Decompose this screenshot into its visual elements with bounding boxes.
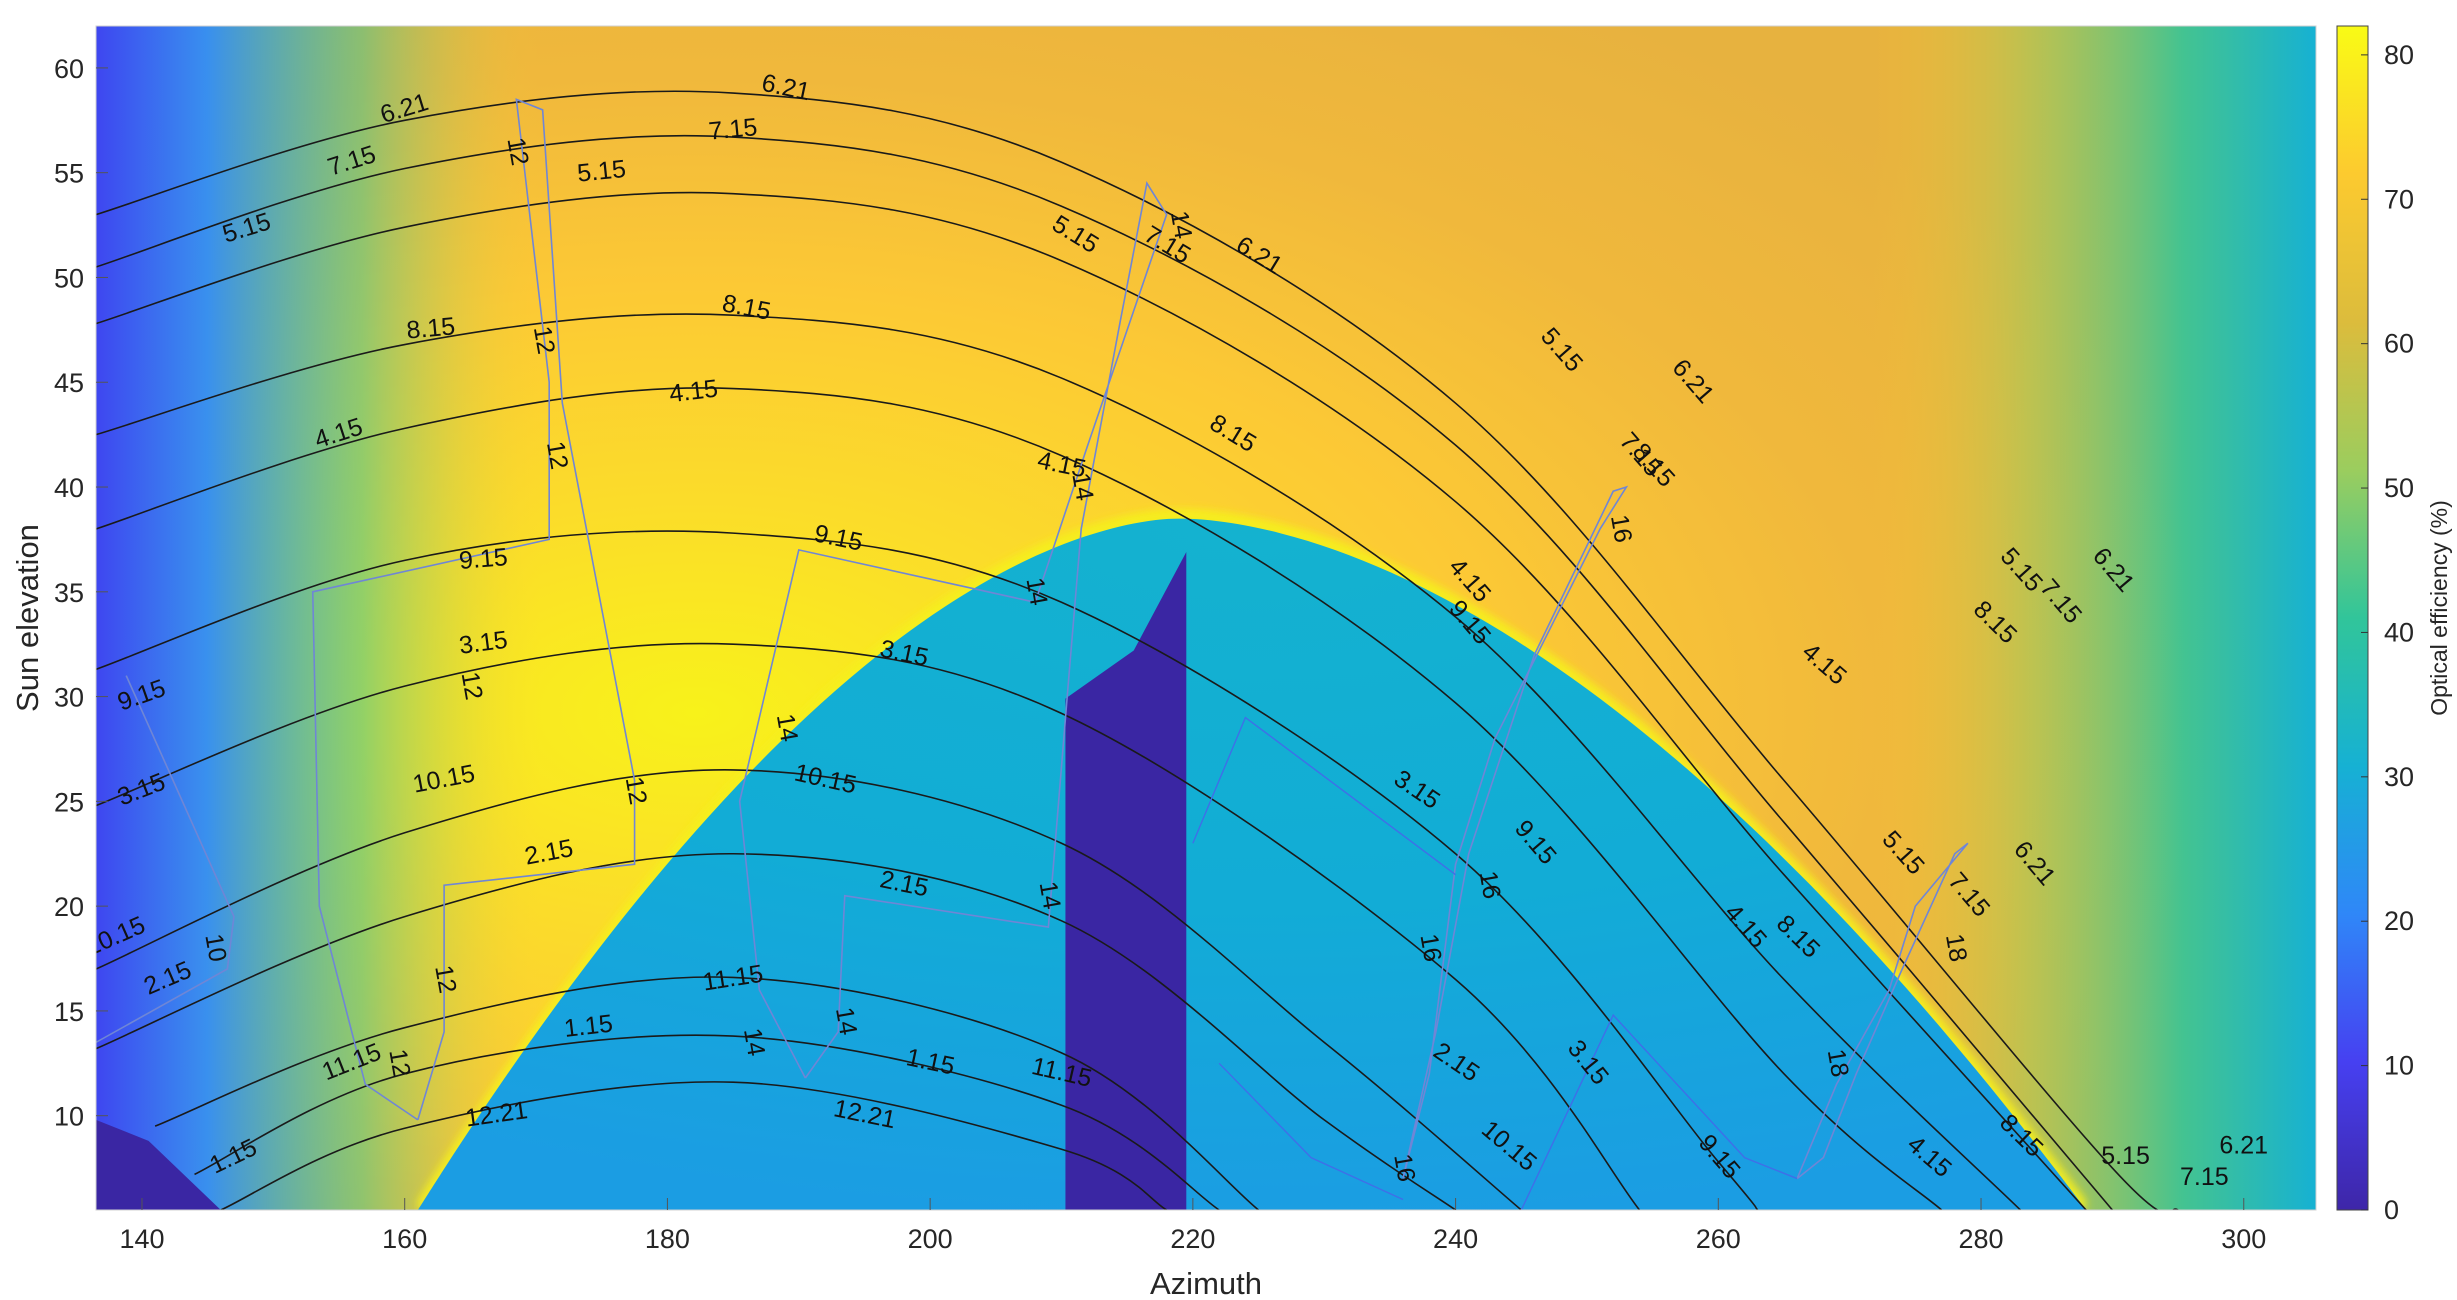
date-curve-7-15 [96,134,2114,1210]
hour-label-14: 14 [738,1026,770,1058]
colorbar-tick-label: 0 [2384,1195,2399,1225]
hour-label-14: 14 [1066,471,1098,503]
colorbar-gradient [2336,25,2369,1211]
y-tick-label: 60 [54,54,84,84]
hour-label-14: 14 [830,1005,862,1037]
plot-frame [95,25,2317,1211]
hour-label-18: 18 [1940,932,1972,964]
date-label-8-15: 8.15 [405,312,456,344]
hour-label-12: 12 [456,670,488,702]
hour-label-18: 18 [1822,1047,1854,1079]
hour-label-14: 14 [1165,209,1197,241]
hour-curve-12 [311,98,636,1121]
date-label-5-15: 5.15 [2101,1142,2150,1170]
date-curve-2-15 [96,852,1457,1210]
date-curve-8-15 [96,313,2021,1210]
date-curve-3-15 [96,642,1641,1210]
x-tick-label: 160 [382,1224,427,1254]
date-curve-10-15 [96,769,1522,1210]
y-tick-label: 20 [54,892,84,922]
colorbar: 0 10 20 30 40 50 60 70 80 Optical efficiency (%) [2336,25,2452,1225]
x-tick-label: 260 [1696,1224,1741,1254]
y-tick-label: 40 [54,473,84,503]
hour-contour-lines [96,98,1969,1180]
hour-curve-18 [1796,842,1969,1180]
x-tick-label: 300 [2221,1224,2266,1254]
y-tick-label: 30 [54,683,84,713]
heatmap-plot-area: 6.216.216.216.216.216.216.217.157.157.15… [96,26,2316,1210]
hour-segment-2 [1520,1013,1798,1210]
y-tick-label: 45 [54,368,84,398]
y-tick-label: 35 [54,578,84,608]
hour-label-16: 16 [1388,1152,1420,1184]
hour-label-14: 14 [1020,575,1052,607]
y-tick-label: 25 [54,787,84,817]
x-tick-label: 220 [1170,1224,1215,1254]
colorbar-tick-label: 50 [2384,473,2414,503]
hour-label-14: 14 [1034,879,1066,911]
hour-label-12: 12 [429,963,461,995]
hour-curve-16 [1402,485,1629,1179]
date-curve-9-15 [96,530,1759,1210]
colorbar-ticks: 0 10 20 30 40 50 60 70 80 [2361,40,2414,1225]
hour-label-16: 16 [1605,513,1637,545]
x-axis-ticks: 140 160 180 200 220 240 260 280 300 [119,1198,2266,1254]
date-label-7-15: 7.15 [707,113,758,146]
y-tick-label: 50 [54,263,84,293]
hour-segment-3 [1192,716,1457,876]
hour-label-12: 12 [541,439,573,471]
y-tick-label: 55 [54,159,84,189]
colorbar-tick-label: 60 [2384,329,2414,359]
colorbar-tick-label: 30 [2384,762,2414,792]
hour-label-16: 16 [1474,869,1506,901]
hour-curve-10 [96,675,235,1044]
hour-label-12: 12 [502,135,534,167]
date-label-1-15: 1.15 [563,1010,615,1043]
corner-zero-region [96,1119,221,1210]
hour-label-16: 16 [1414,932,1446,964]
hour-segment-1 [1218,1062,1404,1201]
colorbar-tick-label: 20 [2384,906,2414,936]
y-axis-title: Sun elevation [10,524,45,712]
date-curve-6-21 [96,90,2179,1210]
x-tick-label: 240 [1433,1224,1478,1254]
date-label-9-15: 9.15 [458,543,509,575]
date-curve-5-15 [96,191,2087,1210]
hour-curve-14 [738,181,1168,1079]
additional-hour-segments [1192,716,1798,1210]
blocked-region [1065,551,1187,1210]
y-axis-ticks: 10 15 20 25 30 35 40 45 50 55 60 [54,54,108,1132]
date-label-6-21: 6.21 [2219,1132,2268,1160]
hour-contour-labels: 12 12 12 12 12 12 12 14 14 14 14 14 14 14 16 16 16 16 18 18… [199,135,1972,1184]
y-tick-label: 15 [54,997,84,1027]
x-tick-label: 180 [645,1224,690,1254]
hour-label-12: 12 [383,1047,415,1079]
colorbar-tick-label: 70 [2384,184,2414,214]
date-label-5-15: 5.15 [576,155,627,188]
y-tick-label: 10 [54,1102,84,1132]
colorbar-title: Optical efficiency (%) [2426,500,2452,716]
x-axis-title: Azimuth [1150,1266,1262,1300]
date-curve-4-15 [96,387,1943,1210]
x-tick-label: 280 [1958,1224,2003,1254]
date-curve-1-15 [194,1034,1220,1210]
date-label-3-15: 3.15 [457,626,509,660]
x-tick-label: 200 [908,1224,953,1254]
date-contour-lines [96,90,2179,1210]
hour-label-12: 12 [528,324,560,356]
date-label-7-15: 7.15 [2180,1163,2229,1191]
colorbar-tick-label: 10 [2384,1051,2414,1081]
x-tick-label: 140 [119,1224,164,1254]
colorbar-tick-label: 80 [2384,40,2414,70]
hour-label-10: 10 [199,932,231,964]
date-curve-11-15 [154,976,1260,1210]
colorbar-tick-label: 40 [2384,617,2414,647]
date-label-4-15: 4.15 [668,375,720,409]
date-curve-12-21 [220,1081,1167,1210]
hour-label-14: 14 [771,712,803,744]
hour-label-12: 12 [620,775,652,807]
